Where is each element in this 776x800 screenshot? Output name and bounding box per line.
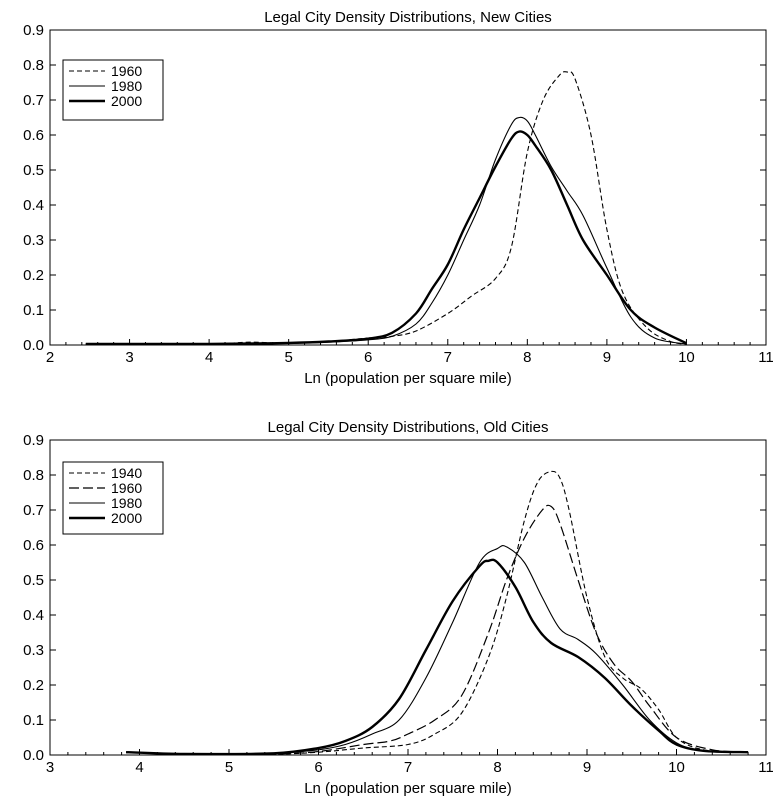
y-tick-label: 0.6 (23, 127, 44, 144)
x-tick-label: 8 (523, 349, 531, 366)
y-tick-label: 0.2 (23, 267, 44, 284)
legend-label: 2000 (111, 510, 142, 526)
series-line-2000 (85, 130, 687, 346)
x-tick-label: 10 (668, 759, 685, 776)
x-tick-label: 11 (758, 759, 774, 776)
y-tick-label: 0.4 (23, 197, 44, 214)
plot-frame (49, 29, 767, 346)
x-tick-label: 7 (404, 759, 412, 776)
legend-box (62, 59, 164, 121)
x-tick-label: 6 (364, 349, 372, 366)
y-tick-label: 0.4 (23, 607, 44, 624)
y-tick-label: 0.5 (23, 162, 44, 179)
y-tick-label: 0.0 (23, 747, 44, 764)
legend-label: 2000 (111, 93, 142, 109)
legend-label: 1960 (111, 63, 142, 79)
y-tick-label: 0.9 (23, 432, 44, 449)
y-tick-label: 0.8 (23, 467, 44, 484)
x-tick-label: 4 (135, 759, 143, 776)
chart-title: Legal City Density Distributions, Old Ci… (268, 419, 549, 436)
y-tick-label: 0.8 (23, 57, 44, 74)
x-tick-label: 4 (205, 349, 213, 366)
legend-label: 1940 (111, 465, 142, 481)
x-tick-label: 3 (125, 349, 133, 366)
series-line-1960 (85, 71, 687, 345)
x-tick-label: 5 (225, 759, 233, 776)
chart-title: Legal City Density Distributions, New Ci… (264, 9, 552, 26)
x-tick-label: 9 (583, 759, 591, 776)
x-tick-label: 8 (493, 759, 501, 776)
x-tick-label: 6 (314, 759, 322, 776)
y-tick-label: 0.1 (23, 302, 44, 319)
series-line-2000 (126, 558, 749, 756)
y-tick-label: 0.3 (23, 232, 44, 249)
y-tick-label: 0.9 (23, 22, 44, 39)
series-line-1980 (85, 116, 687, 345)
series-line-1980 (126, 545, 749, 755)
x-tick-label: 11 (758, 349, 774, 366)
y-tick-label: 0.3 (23, 642, 44, 659)
x-tick-label: 7 (444, 349, 452, 366)
x-tick-label: 9 (603, 349, 611, 366)
legend-label: 1980 (111, 78, 142, 94)
series-line-1960 (126, 504, 749, 755)
x-tick-label: 2 (46, 349, 54, 366)
chart-panel-1: Legal City Density Distributions, Old Ci… (23, 419, 774, 797)
chart-panel-0: Legal City Density Distributions, New Ci… (23, 9, 774, 387)
x-axis-label: Ln (population per square mile) (304, 780, 512, 797)
y-tick-label: 0.6 (23, 537, 44, 554)
y-tick-label: 0.0 (23, 337, 44, 354)
x-tick-label: 10 (678, 349, 695, 366)
legend-label: 1980 (111, 495, 142, 511)
y-tick-label: 0.7 (23, 92, 44, 109)
y-tick-label: 0.2 (23, 677, 44, 694)
x-tick-label: 3 (46, 759, 54, 776)
x-axis-label: Ln (population per square mile) (304, 370, 512, 387)
series-line-1940 (126, 470, 749, 755)
y-tick-label: 0.1 (23, 712, 44, 729)
legend-label: 1960 (111, 480, 142, 496)
legend-box (62, 461, 164, 535)
y-tick-label: 0.5 (23, 572, 44, 589)
x-tick-label: 5 (284, 349, 292, 366)
y-tick-label: 0.7 (23, 502, 44, 519)
